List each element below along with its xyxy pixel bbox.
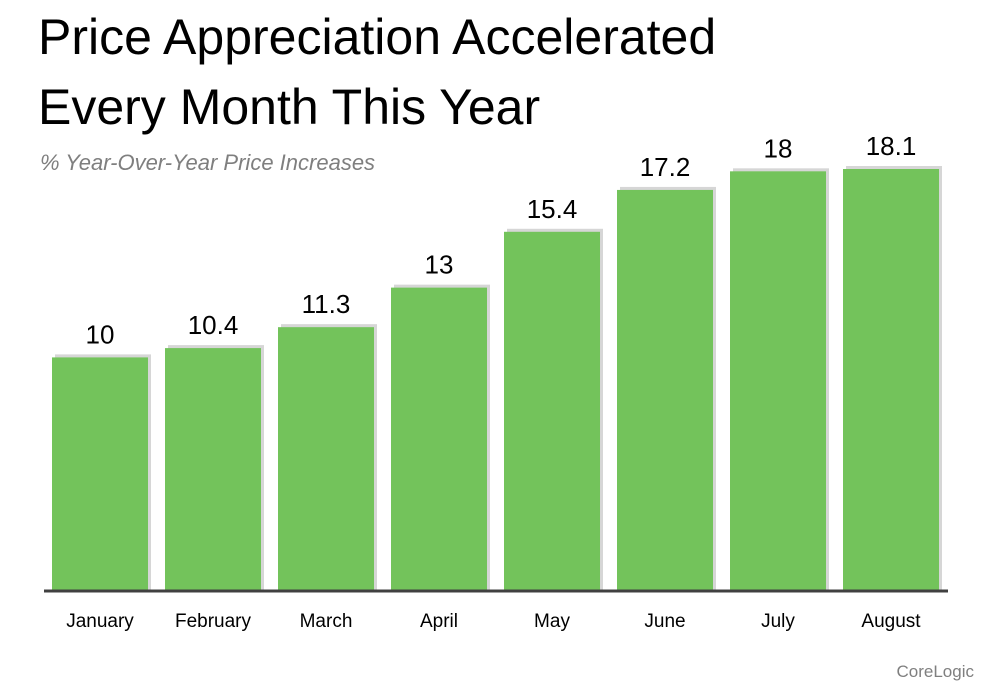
bar-july	[730, 171, 826, 590]
bar-april	[391, 287, 487, 590]
source-credit: CoreLogic	[896, 662, 975, 681]
value-labels-group: 10 10.4 11.3 13 15.4 17.2 18 18.1	[86, 131, 917, 349]
value-label: 10	[86, 319, 115, 349]
value-label: 18	[764, 133, 793, 163]
value-label: 15.4	[527, 194, 578, 224]
category-labels-group: January February March April May June July Augu…	[66, 611, 921, 632]
category-label: June	[644, 611, 685, 632]
value-label: 10.4	[188, 310, 239, 340]
value-label: 13	[425, 250, 454, 280]
category-label: February	[175, 611, 252, 632]
category-label: May	[534, 611, 570, 632]
bar-june	[617, 189, 713, 590]
chart-title-line-2: Every Month This Year	[38, 79, 541, 135]
chart-title: Price Appreciation Accelerated Every Mon…	[38, 2, 938, 142]
value-label: 11.3	[302, 289, 351, 319]
value-label: 17.2	[640, 152, 691, 182]
bar-february	[165, 348, 261, 590]
bars-group	[52, 169, 939, 591]
category-label: January	[66, 611, 134, 632]
category-label: August	[861, 611, 921, 632]
value-label: 18.1	[866, 131, 917, 161]
category-label: April	[420, 611, 458, 632]
bar-may	[504, 231, 600, 591]
chart-title-line-1: Price Appreciation Accelerated	[38, 9, 717, 65]
bar-august	[843, 169, 939, 590]
bar-january	[52, 357, 148, 590]
category-label: July	[761, 611, 795, 632]
chart-subtitle: % Year-Over-Year Price Increases	[40, 150, 376, 175]
bar-march	[278, 327, 374, 590]
category-label: March	[300, 611, 353, 632]
